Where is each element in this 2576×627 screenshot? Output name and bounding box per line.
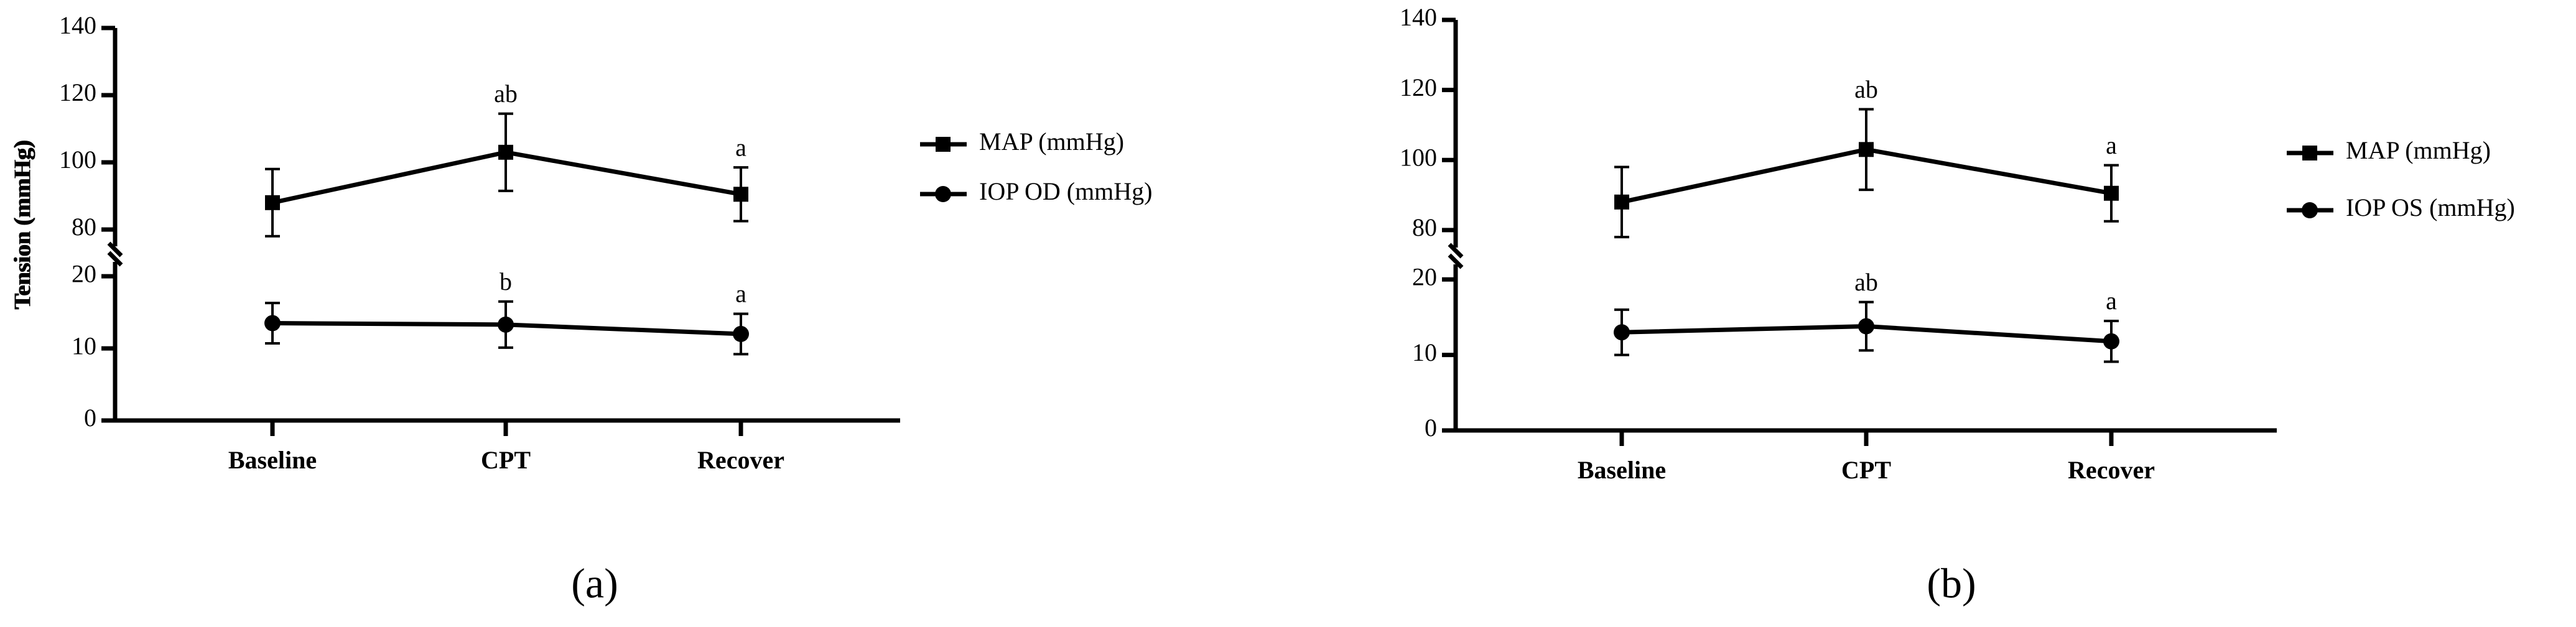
y-tick-label: 80 xyxy=(1412,213,1437,241)
legend-marker xyxy=(936,137,951,152)
axis-break xyxy=(1448,253,1464,269)
y-tick-label: 140 xyxy=(59,11,96,39)
y-tick-label: 140 xyxy=(1400,3,1437,31)
data-point xyxy=(264,315,281,332)
annotation: ab xyxy=(1854,75,1878,103)
annotation: a xyxy=(2106,287,2117,315)
annotation: b xyxy=(500,267,512,295)
annotation: a xyxy=(735,280,746,308)
y-tick-label: 20 xyxy=(72,259,96,287)
legend-marker xyxy=(2302,202,2318,218)
y-axis-label: Tension (mmHg) xyxy=(10,141,36,310)
y-tick-label: 80 xyxy=(72,213,96,241)
x-tick-label: CPT xyxy=(481,446,531,474)
data-point xyxy=(2103,333,2119,350)
y-tick-label: 0 xyxy=(84,404,96,432)
y-axis-label: Tension (mmHg) xyxy=(10,139,36,309)
data-point xyxy=(2104,185,2119,201)
y-tick-label: 120 xyxy=(59,78,96,106)
x-tick-label: CPT xyxy=(1841,456,1891,484)
y-tick-label: 0 xyxy=(1425,414,1437,442)
data-point xyxy=(1614,194,1629,210)
x-tick-label: Baseline xyxy=(228,446,317,474)
annotation: a xyxy=(2106,131,2117,159)
data-point xyxy=(498,144,513,160)
x-tick-label: Recover xyxy=(2068,456,2155,484)
data-point xyxy=(733,325,749,342)
axis-break xyxy=(107,241,123,258)
data-point xyxy=(1858,318,1874,335)
y-tick-label: 100 xyxy=(59,146,96,174)
x-tick-label: Recover xyxy=(697,446,784,474)
legend-label: IOP OD (mmHg) xyxy=(979,177,1153,205)
panel-caption: (b) xyxy=(1927,560,1976,607)
annotation: ab xyxy=(494,80,518,108)
data-point xyxy=(733,187,748,202)
legend-label: IOP OS (mmHg) xyxy=(2346,193,2515,221)
legend-label: MAP (mmHg) xyxy=(979,128,1124,156)
data-point xyxy=(265,195,280,210)
annotation: ab xyxy=(1854,268,1878,296)
data-point xyxy=(1614,324,1630,341)
y-tick-label: 100 xyxy=(1400,143,1437,171)
y-tick-label: 20 xyxy=(1412,262,1437,290)
legend-marker xyxy=(2302,146,2317,160)
y-tick-label: 10 xyxy=(72,332,96,360)
x-tick-label: Baseline xyxy=(1578,456,1666,484)
data-point xyxy=(1859,142,1874,157)
axis-break xyxy=(1448,243,1464,259)
legend-marker xyxy=(935,186,951,202)
data-point xyxy=(498,316,514,333)
legend-label: MAP (mmHg) xyxy=(2346,136,2491,164)
y-tick-label: 120 xyxy=(1400,73,1437,101)
y-tick-label: 10 xyxy=(1412,338,1437,366)
axis-break xyxy=(107,251,123,267)
panel-caption: (a) xyxy=(571,560,618,607)
annotation: a xyxy=(735,133,746,161)
